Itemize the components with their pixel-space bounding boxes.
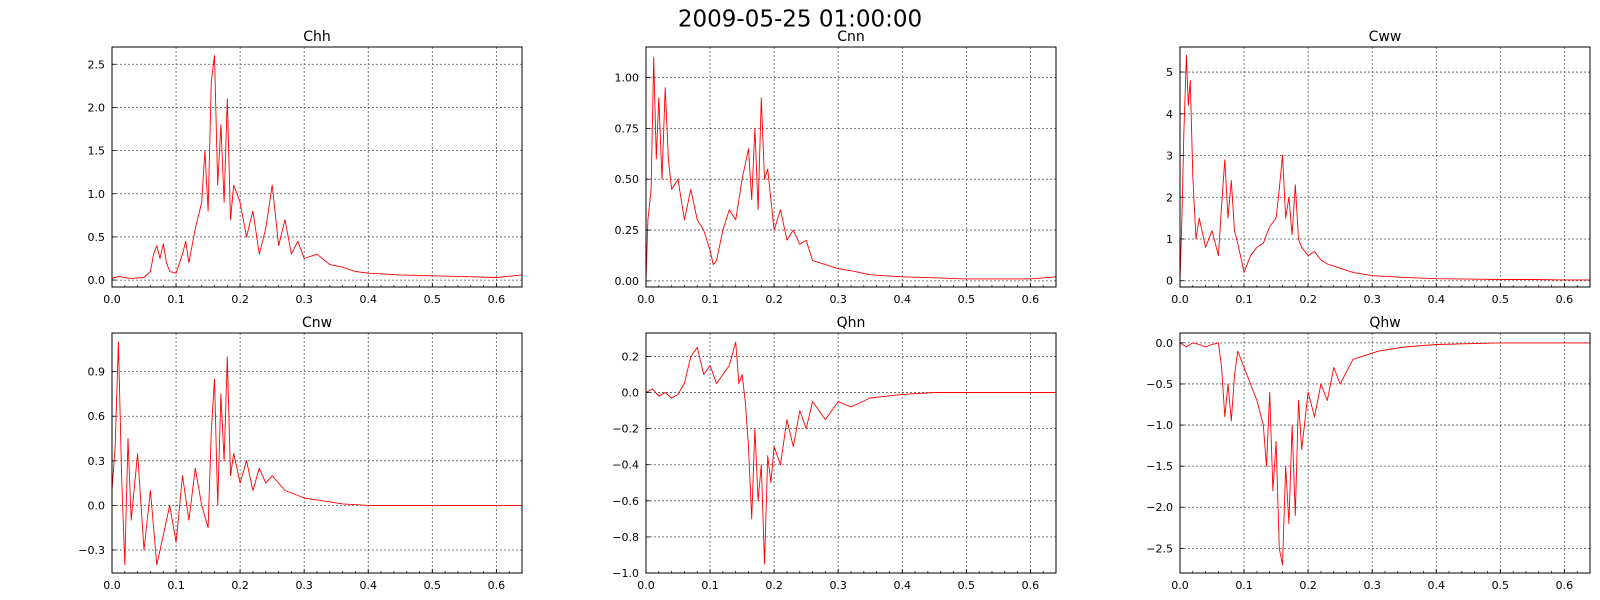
chart-title-cnw: Cnw: [302, 315, 332, 331]
series-line-qhn-0: [646, 341, 1056, 565]
x-tick-label: 0.2: [231, 579, 249, 592]
y-tick-label: 0.50: [615, 173, 640, 186]
y-tick-label: 0.3: [88, 455, 106, 468]
chart-panel-cnw: 0.0 0.1 0.2 0.3 0.4 0.5 0.6 −0.3 0.0 0.3 0.6 0.9 Cnw: [78, 315, 523, 592]
y-tick-label: −0.4: [612, 459, 639, 472]
y-tick-label: −2.0: [1146, 501, 1173, 514]
y-tick-label: 0.5: [88, 231, 106, 244]
panel-grid: 0.0 0.1 0.2 0.3 0.4 0.5 0.6 0.0 0.5 1.0 1.5 2.0 2.5 C…: [78, 29, 1591, 592]
chart-panel-chh: 0.0 0.1 0.2 0.3 0.4 0.5 0.6 0.0 0.5 1.0 1.5 2.0 2.5 C…: [88, 29, 523, 306]
series-line-cww-0: [1180, 54, 1590, 281]
y-tick-label: 2.0: [88, 101, 106, 114]
chart-title-chh: Chh: [303, 29, 331, 45]
y-tick-label: −0.8: [612, 531, 639, 544]
chart-panel-qhw: 0.0 0.1 0.2 0.3 0.4 0.5 0.6 −2.5 −2.0 −1.5 −1.0 −0.…: [1146, 315, 1591, 592]
y-tick-label: −2.5: [1146, 542, 1173, 555]
x-tick-label: 0.3: [295, 579, 313, 592]
x-tick-label: 0.1: [1235, 579, 1253, 592]
series-line-cnn-0: [646, 56, 1056, 281]
x-tick-label: 0.5: [958, 579, 976, 592]
x-tick-label: 0.4: [1428, 579, 1446, 592]
y-tick-label: 0.2: [622, 350, 640, 363]
y-tick-label: 0.00: [615, 275, 640, 288]
chart-title-qhn: Qhn: [837, 315, 866, 331]
y-tick-label: −1.0: [612, 567, 639, 580]
x-tick-label: 0.5: [958, 293, 976, 306]
y-tick-label: −1.0: [1146, 419, 1173, 432]
y-tick-label: 0: [1166, 275, 1173, 288]
x-tick-label: 0.0: [1171, 579, 1189, 592]
x-tick-label: 0.3: [829, 293, 847, 306]
x-tick-label: 0.6: [1022, 293, 1040, 306]
x-tick-label: 0.0: [1171, 293, 1189, 306]
y-tick-label: −0.3: [78, 544, 105, 557]
x-tick-label: 0.5: [1492, 579, 1510, 592]
y-tick-label: 0.75: [615, 122, 640, 135]
x-tick-label: 0.1: [701, 579, 719, 592]
y-tick-label: −0.5: [1146, 378, 1173, 391]
x-tick-label: 0.1: [1235, 293, 1253, 306]
chart-title-cnn: Cnn: [837, 29, 865, 45]
y-tick-label: −1.5: [1146, 460, 1173, 473]
y-tick-label: 2: [1166, 191, 1173, 204]
x-tick-label: 0.1: [701, 293, 719, 306]
y-tick-label: −0.2: [612, 423, 639, 436]
series-line-cnw-0: [112, 341, 522, 566]
y-tick-label: 3: [1166, 150, 1173, 163]
y-tick-label: 5: [1166, 66, 1173, 79]
x-tick-label: 0.2: [765, 579, 783, 592]
x-tick-label: 0.3: [829, 579, 847, 592]
x-tick-label: 0.5: [424, 293, 442, 306]
chart-panel-cww: 0.0 0.1 0.2 0.3 0.4 0.5 0.6 0 1 2 3 4 5 Cww: [1166, 29, 1591, 306]
y-tick-label: 0.0: [1156, 337, 1174, 350]
figure-title: 2009-05-25 01:00:00: [678, 7, 922, 33]
x-tick-label: 0.4: [360, 579, 378, 592]
x-tick-label: 0.4: [894, 579, 912, 592]
series-line-chh-0: [112, 55, 522, 279]
x-tick-label: 0.4: [894, 293, 912, 306]
x-tick-label: 0.2: [1299, 293, 1317, 306]
y-tick-label: 1.00: [615, 72, 640, 85]
y-tick-label: 1.0: [88, 188, 106, 201]
x-tick-label: 0.2: [765, 293, 783, 306]
y-tick-label: 0.6: [88, 410, 106, 423]
series-line-qhw-0: [1180, 342, 1590, 566]
x-tick-label: 0.3: [1363, 579, 1381, 592]
x-tick-label: 0.2: [231, 293, 249, 306]
x-tick-label: 0.6: [1556, 293, 1574, 306]
chart-panel-cnn: 0.0 0.1 0.2 0.3 0.4 0.5 0.6 0.00 0.25 0.50 0.75 1.0…: [615, 29, 1057, 306]
chart-title-qhw: Qhw: [1369, 315, 1400, 331]
x-tick-label: 0.3: [1363, 293, 1381, 306]
chart-title-cww: Cww: [1369, 29, 1402, 45]
x-tick-label: 0.4: [360, 293, 378, 306]
x-tick-label: 0.6: [488, 293, 506, 306]
chart-panel-qhn: 0.0 0.1 0.2 0.3 0.4 0.5 0.6 −1.0 −0.8 −0.6 −0.4 −0.…: [612, 315, 1057, 592]
y-tick-label: 0.0: [88, 499, 106, 512]
x-tick-label: 0.6: [1556, 579, 1574, 592]
y-tick-label: 0.0: [88, 274, 106, 287]
x-tick-label: 0.0: [637, 293, 655, 306]
y-tick-label: 0.0: [622, 387, 640, 400]
y-tick-label: 1.5: [88, 145, 106, 158]
x-tick-label: 0.0: [103, 293, 121, 306]
x-tick-label: 0.6: [488, 579, 506, 592]
x-tick-label: 0.1: [167, 293, 185, 306]
x-tick-label: 0.4: [1428, 293, 1446, 306]
y-tick-label: 4: [1166, 108, 1173, 121]
x-tick-label: 0.5: [1492, 293, 1510, 306]
x-tick-label: 0.0: [103, 579, 121, 592]
y-tick-label: 0.25: [615, 224, 640, 237]
x-tick-label: 0.1: [167, 579, 185, 592]
x-tick-label: 0.0: [637, 579, 655, 592]
y-tick-label: −0.6: [612, 495, 639, 508]
x-tick-label: 0.3: [295, 293, 313, 306]
x-tick-label: 0.2: [1299, 579, 1317, 592]
x-tick-label: 0.5: [424, 579, 442, 592]
y-tick-label: 0.9: [88, 366, 106, 379]
y-tick-label: 2.5: [88, 58, 106, 71]
y-tick-label: 1: [1166, 233, 1173, 246]
x-tick-label: 0.6: [1022, 579, 1040, 592]
